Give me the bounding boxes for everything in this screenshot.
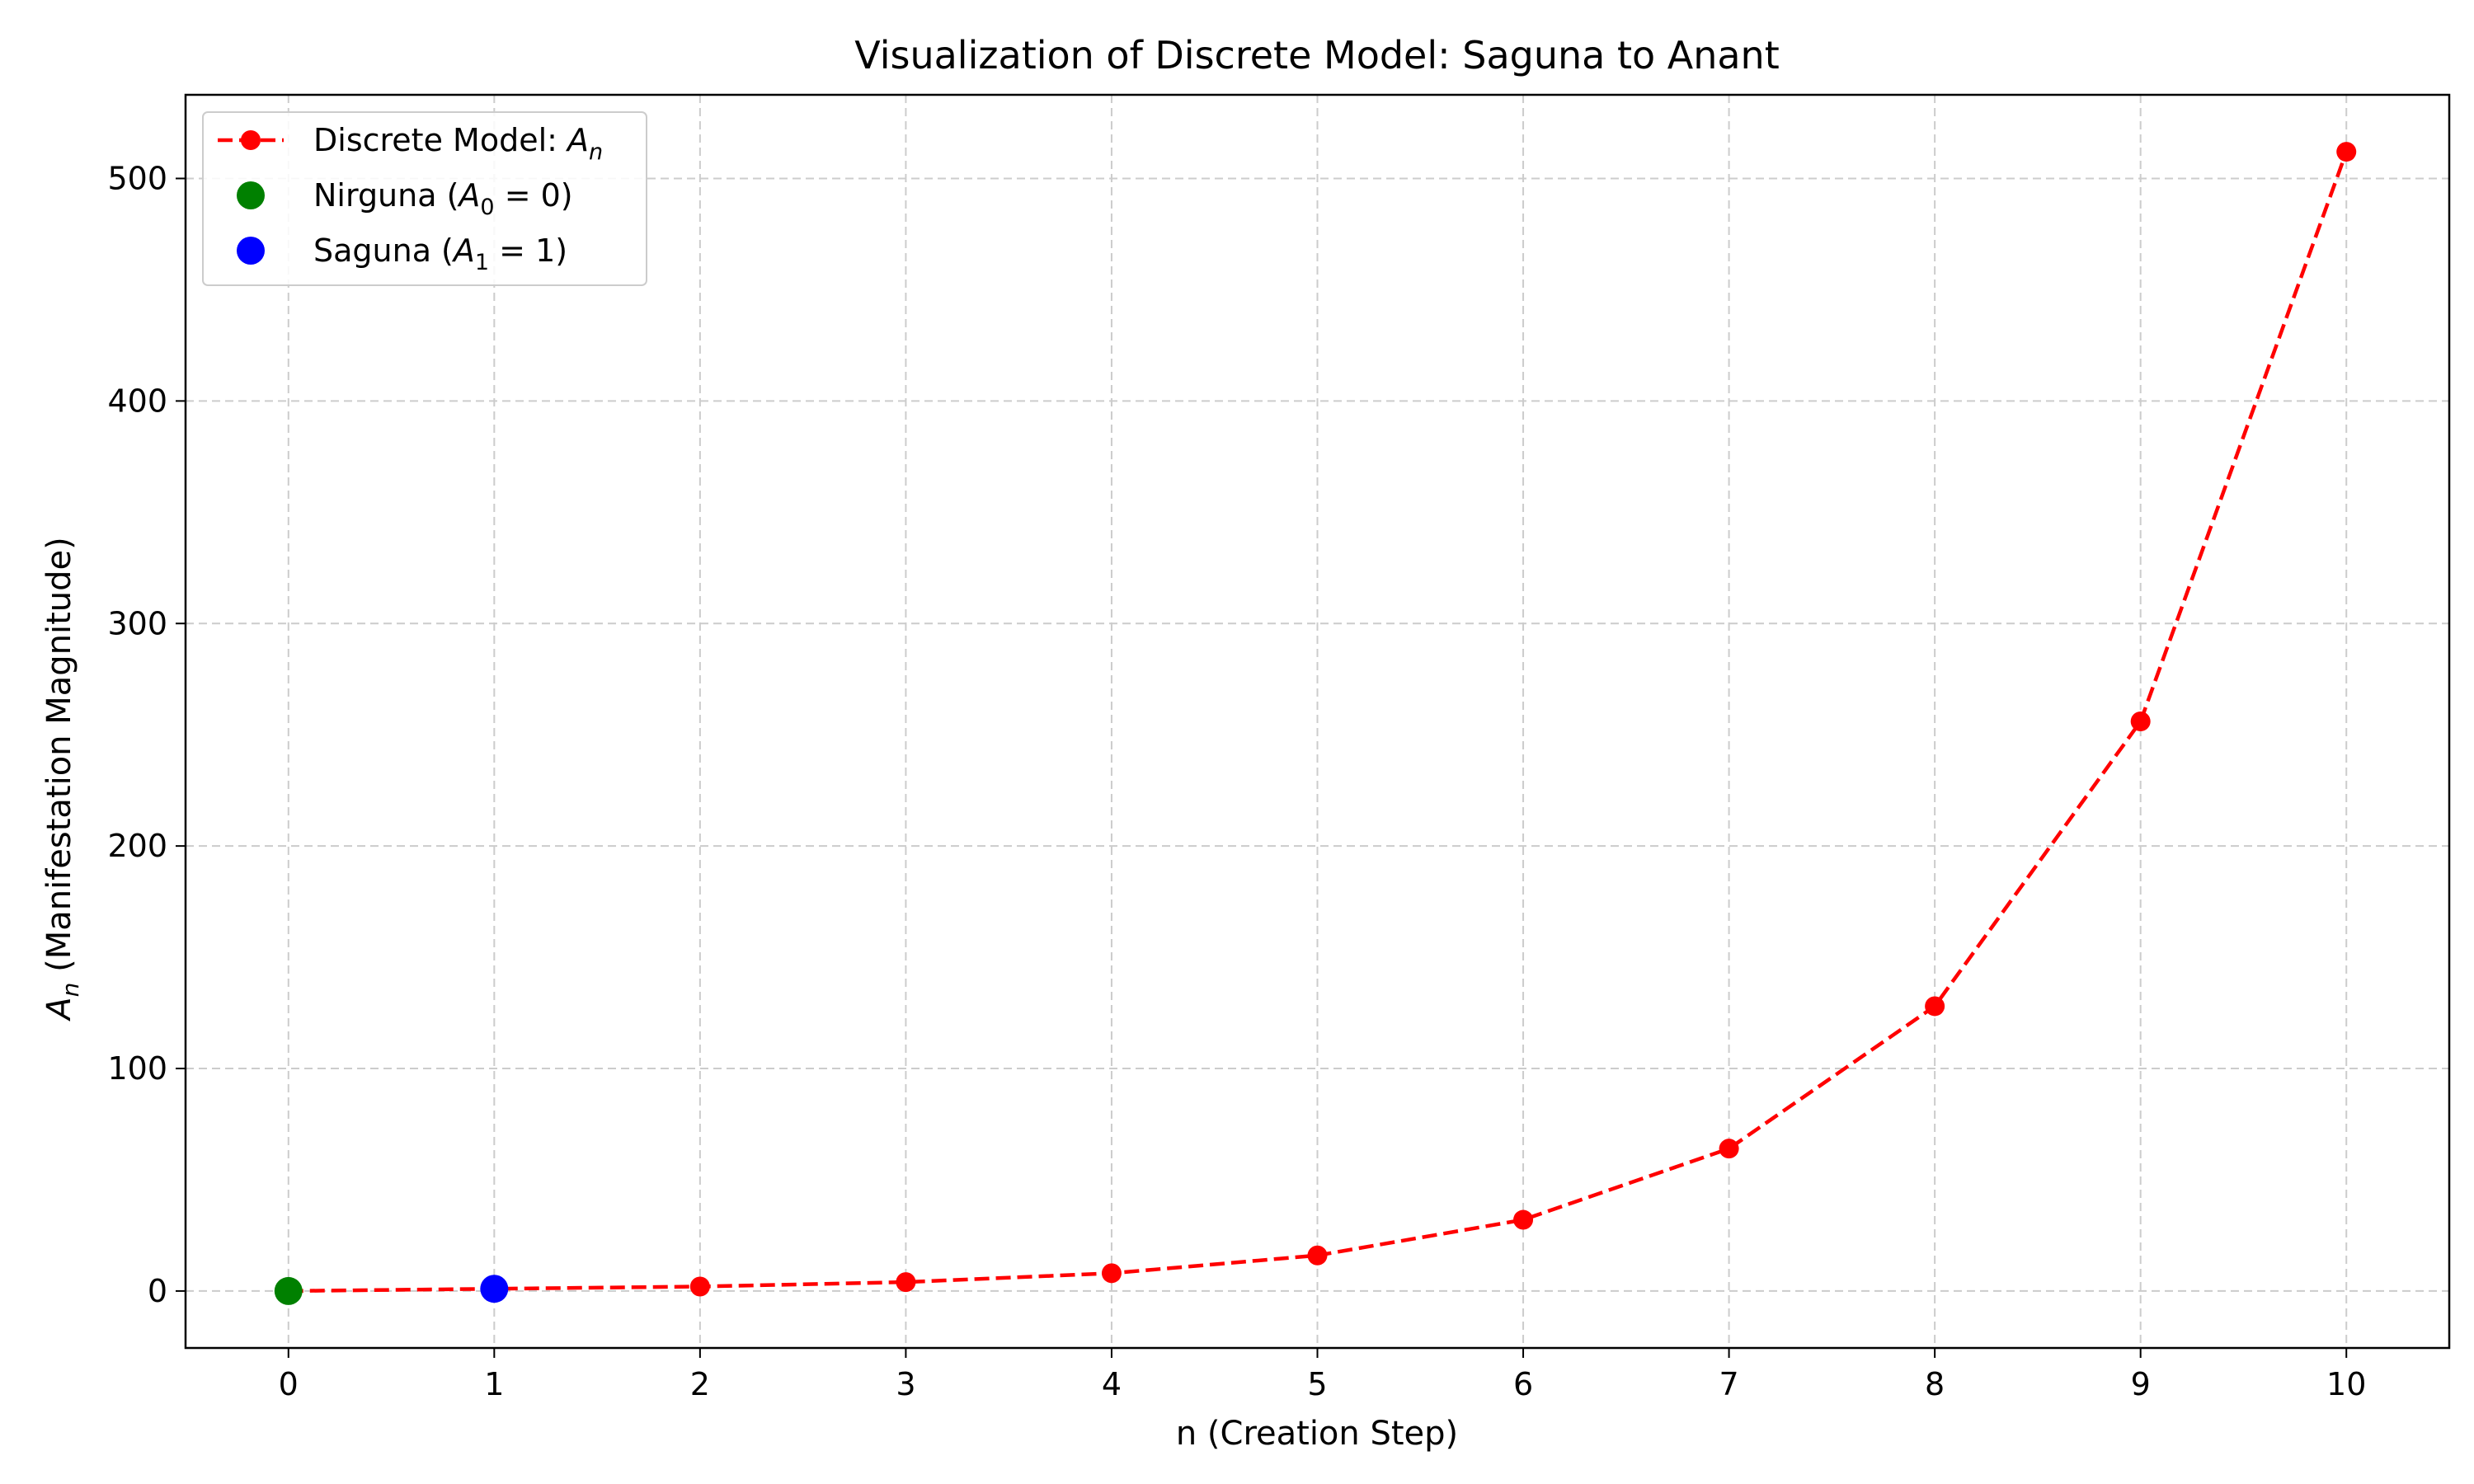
y-tick-label: 100 bbox=[107, 1050, 167, 1087]
x-tick-label: 4 bbox=[1102, 1366, 1122, 1402]
y-axis: 0 100 200 300 400 500 bbox=[107, 160, 186, 1309]
x-tick-label: 8 bbox=[1925, 1366, 1945, 1402]
x-tick-label: 7 bbox=[1719, 1366, 1738, 1402]
x-tick-label: 5 bbox=[1307, 1366, 1327, 1402]
chart-title: Visualization of Discrete Model: Saguna … bbox=[854, 33, 1780, 77]
legend-label: Saguna (A1 = 1) bbox=[313, 232, 567, 275]
legend: Discrete Model: An Nirguna (A0 = 0) Saguna… bbox=[202, 111, 647, 286]
y-axis-title-var: A bbox=[40, 997, 78, 1021]
x-axis-title: n (Creation Step) bbox=[1176, 1415, 1458, 1453]
x-tick-label: 0 bbox=[279, 1366, 299, 1402]
legend-box bbox=[202, 111, 647, 286]
data-point bbox=[1307, 1245, 1328, 1266]
legend-label: Discrete Model: An bbox=[313, 122, 603, 165]
y-tick-label: 400 bbox=[107, 383, 167, 419]
data-point bbox=[1925, 996, 1945, 1017]
legend-marker bbox=[241, 130, 261, 150]
x-tick-label: 9 bbox=[2131, 1366, 2151, 1402]
data-point bbox=[896, 1272, 916, 1293]
highlight-point bbox=[274, 1276, 303, 1305]
y-axis-title-sub: n bbox=[57, 983, 84, 998]
y-tick-label: 200 bbox=[107, 828, 167, 864]
data-point bbox=[1513, 1209, 1534, 1230]
x-tick-label: 6 bbox=[1513, 1366, 1533, 1402]
plot-area bbox=[274, 142, 2357, 1305]
y-axis-title-rest: (Manifestation Magnitude) bbox=[40, 537, 78, 982]
highlight-point bbox=[480, 1275, 509, 1303]
data-point bbox=[1101, 1263, 1122, 1284]
data-point bbox=[689, 1276, 710, 1297]
y-tick-label: 0 bbox=[148, 1273, 167, 1309]
x-tick-label: 2 bbox=[690, 1366, 710, 1402]
x-axis: 0 1 2 3 4 5 6 7 8 9 10 bbox=[279, 1348, 2366, 1402]
data-point bbox=[2130, 711, 2151, 731]
legend-marker bbox=[237, 237, 265, 265]
x-tick-label: 3 bbox=[896, 1366, 915, 1402]
legend-label: Nirguna (A0 = 0) bbox=[313, 177, 573, 220]
y-tick-label: 500 bbox=[107, 160, 167, 196]
legend-marker bbox=[237, 181, 265, 209]
y-axis-title: An (Manifestation Magnitude) bbox=[40, 537, 84, 1022]
data-point bbox=[2336, 142, 2357, 162]
x-tick-label: 10 bbox=[2326, 1366, 2366, 1402]
x-tick-label: 1 bbox=[484, 1366, 504, 1402]
y-tick-label: 300 bbox=[107, 605, 167, 641]
data-point bbox=[1719, 1139, 1739, 1159]
